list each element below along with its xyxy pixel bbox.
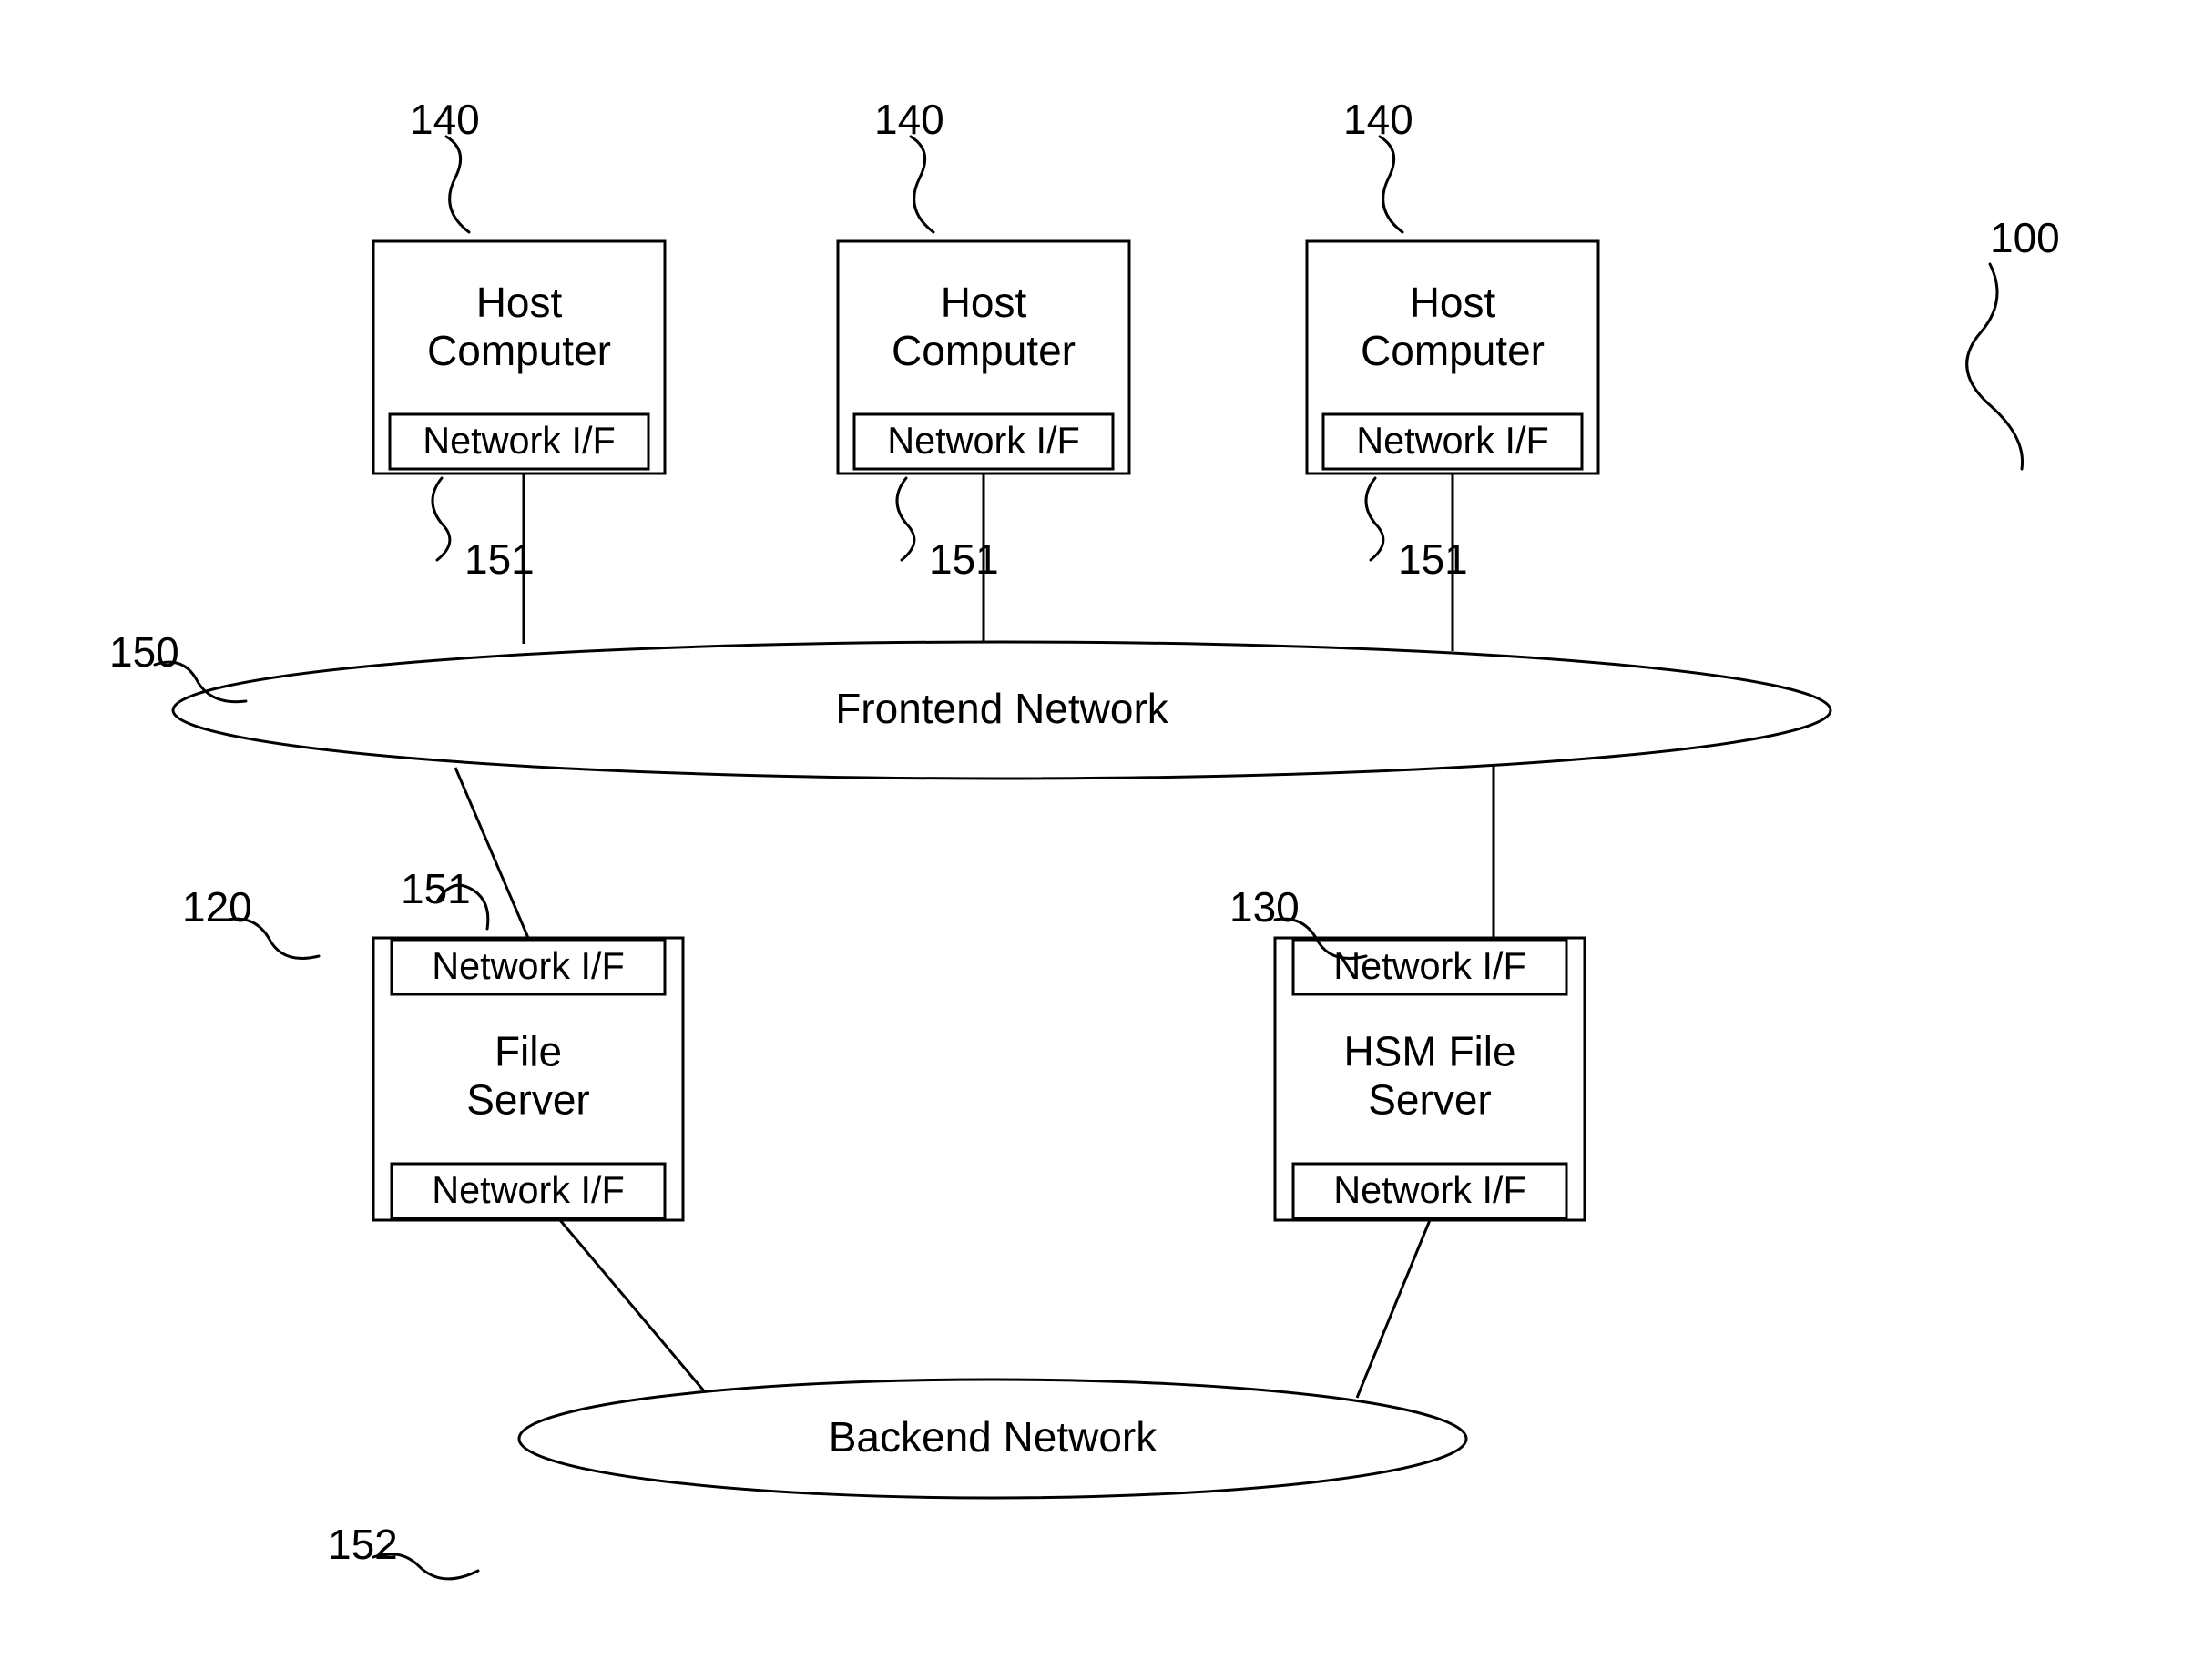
frontend-network-label: Frontend Network [835, 685, 1169, 732]
host-computer-2-title: Computer [892, 327, 1076, 374]
refnum-nif1: 151 [464, 535, 535, 583]
host-computer-1-subbox-label: Network I/F [423, 420, 616, 462]
refnum-host2: 140 [874, 96, 944, 143]
file-server-subbox-label: Network I/F [432, 1169, 625, 1211]
refnum-host1: 140 [410, 96, 480, 143]
backend-network-label: Backend Network [829, 1413, 1158, 1461]
leader-squiggle [897, 478, 914, 560]
edge [1357, 1220, 1430, 1398]
leader-squiggle [1967, 264, 2023, 469]
file-server-subbox-label: Network I/F [432, 945, 625, 987]
leader-squiggle [911, 137, 933, 232]
refnum-fileserv: 120 [182, 883, 252, 931]
leader-squiggle [1366, 478, 1383, 560]
refnum-host3: 140 [1343, 96, 1413, 143]
host-computer-2-title: Host [941, 279, 1027, 326]
hsm-file-server-title: Server [1368, 1076, 1491, 1124]
hsm-file-server-subbox-label: Network I/F [1333, 1169, 1526, 1211]
file-server-title: Server [466, 1076, 589, 1124]
leader-squiggle [1380, 137, 1402, 232]
host-computer-1-title: Host [476, 279, 563, 326]
leader-squiggle [433, 478, 450, 560]
host-computer-3-title: Host [1410, 279, 1496, 326]
leader-squiggle [446, 137, 469, 232]
refnum-backnet: 152 [328, 1521, 398, 1568]
refnum-system: 100 [1990, 214, 2060, 261]
file-server-title: File [495, 1028, 562, 1075]
host-computer-3-title: Computer [1361, 327, 1545, 374]
edge [560, 1220, 706, 1393]
hsm-file-server-title: HSM File [1343, 1028, 1515, 1075]
hsm-file-server-subbox-label: Network I/F [1333, 945, 1526, 987]
refnum-nif2: 151 [929, 535, 999, 583]
refnum-hsm: 130 [1229, 883, 1300, 931]
refnum-nif3: 151 [1398, 535, 1468, 583]
system-diagram: Frontend NetworkBackend NetworkHostCompu… [0, 0, 2193, 1680]
host-computer-1-title: Computer [427, 327, 611, 374]
refnum-nif_fs: 151 [401, 865, 471, 912]
refnum-frontnet: 150 [109, 628, 179, 676]
host-computer-2-subbox-label: Network I/F [887, 420, 1080, 462]
host-computer-3-subbox-label: Network I/F [1356, 420, 1549, 462]
